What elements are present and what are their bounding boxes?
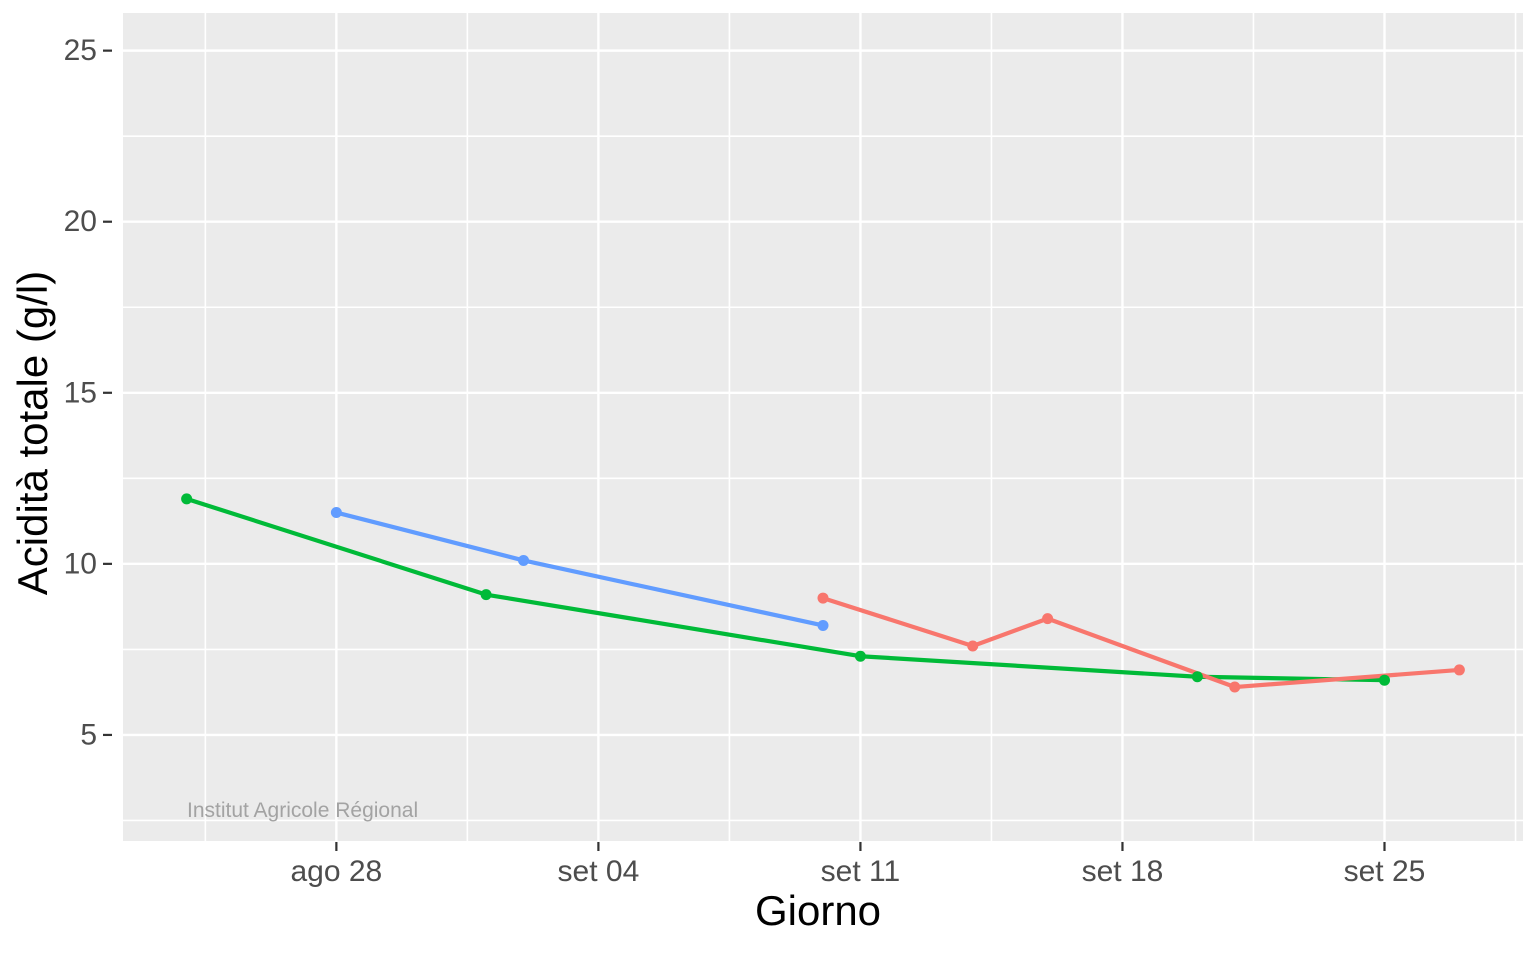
x-tick-label: ago 28 bbox=[290, 855, 382, 888]
data-point-red bbox=[817, 592, 829, 604]
x-tick-label: set 18 bbox=[1082, 855, 1164, 888]
x-axis-title: Giorno bbox=[754, 887, 882, 934]
data-point-red bbox=[1042, 613, 1054, 625]
data-point-green bbox=[854, 650, 866, 662]
plot-panel-background bbox=[123, 13, 1523, 841]
x-tick-label: set 04 bbox=[558, 855, 640, 888]
y-tick-label: 20 bbox=[64, 205, 97, 238]
data-point-green bbox=[480, 589, 492, 601]
y-tick-label: 5 bbox=[80, 718, 97, 751]
data-point-green bbox=[1378, 674, 1390, 686]
y-tick-label: 10 bbox=[64, 547, 97, 580]
x-tick-label: set 11 bbox=[821, 855, 901, 888]
y-tick-label: 15 bbox=[64, 376, 97, 409]
data-point-red bbox=[1453, 664, 1465, 676]
y-tick-label: 25 bbox=[64, 34, 97, 67]
x-tick-label: set 25 bbox=[1344, 855, 1426, 888]
y-axis-title: Acidità totale (g/l) bbox=[9, 270, 56, 596]
data-point-green bbox=[181, 493, 193, 505]
data-point-red bbox=[1229, 681, 1241, 693]
data-point-blue bbox=[518, 554, 530, 566]
watermark-text: Institut Agricole Régional bbox=[187, 799, 419, 822]
data-point-blue bbox=[817, 619, 829, 631]
data-point-red bbox=[967, 640, 979, 652]
data-point-green bbox=[1191, 671, 1203, 683]
data-point-blue bbox=[330, 507, 342, 519]
